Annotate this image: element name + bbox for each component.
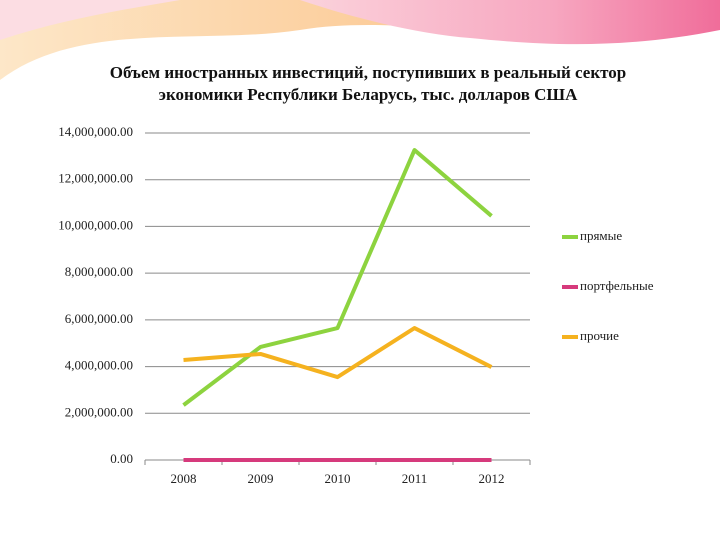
- series-line: [183, 326, 493, 380]
- x-tick-label: 2009: [248, 471, 274, 486]
- y-tick-label: 4,000,000.00: [65, 358, 133, 373]
- y-tick-label: 2,000,000.00: [65, 404, 133, 419]
- x-tick-label: 2008: [171, 471, 197, 486]
- decor-wave: [300, 0, 720, 45]
- y-tick-label: 14,000,000.00: [58, 124, 133, 139]
- y-tick-label: 6,000,000.00: [65, 311, 133, 326]
- legend-label: прочие: [580, 328, 619, 343]
- legend-label: портфельные: [580, 278, 654, 293]
- series-line: [182, 148, 493, 407]
- y-tick-label: 8,000,000.00: [65, 264, 133, 279]
- y-tick-label: 10,000,000.00: [58, 217, 133, 232]
- chart-title: Объем иностранных инвестиций, поступивши…: [109, 63, 627, 104]
- x-tick-label: 2012: [479, 471, 505, 486]
- x-tick-label: 2011: [402, 471, 428, 486]
- y-tick-label: 0.00: [110, 451, 133, 466]
- y-tick-label: 12,000,000.00: [58, 171, 133, 186]
- decor-wave: [0, 0, 180, 40]
- legend-label: прямые: [580, 228, 622, 243]
- x-tick-label: 2010: [325, 471, 351, 486]
